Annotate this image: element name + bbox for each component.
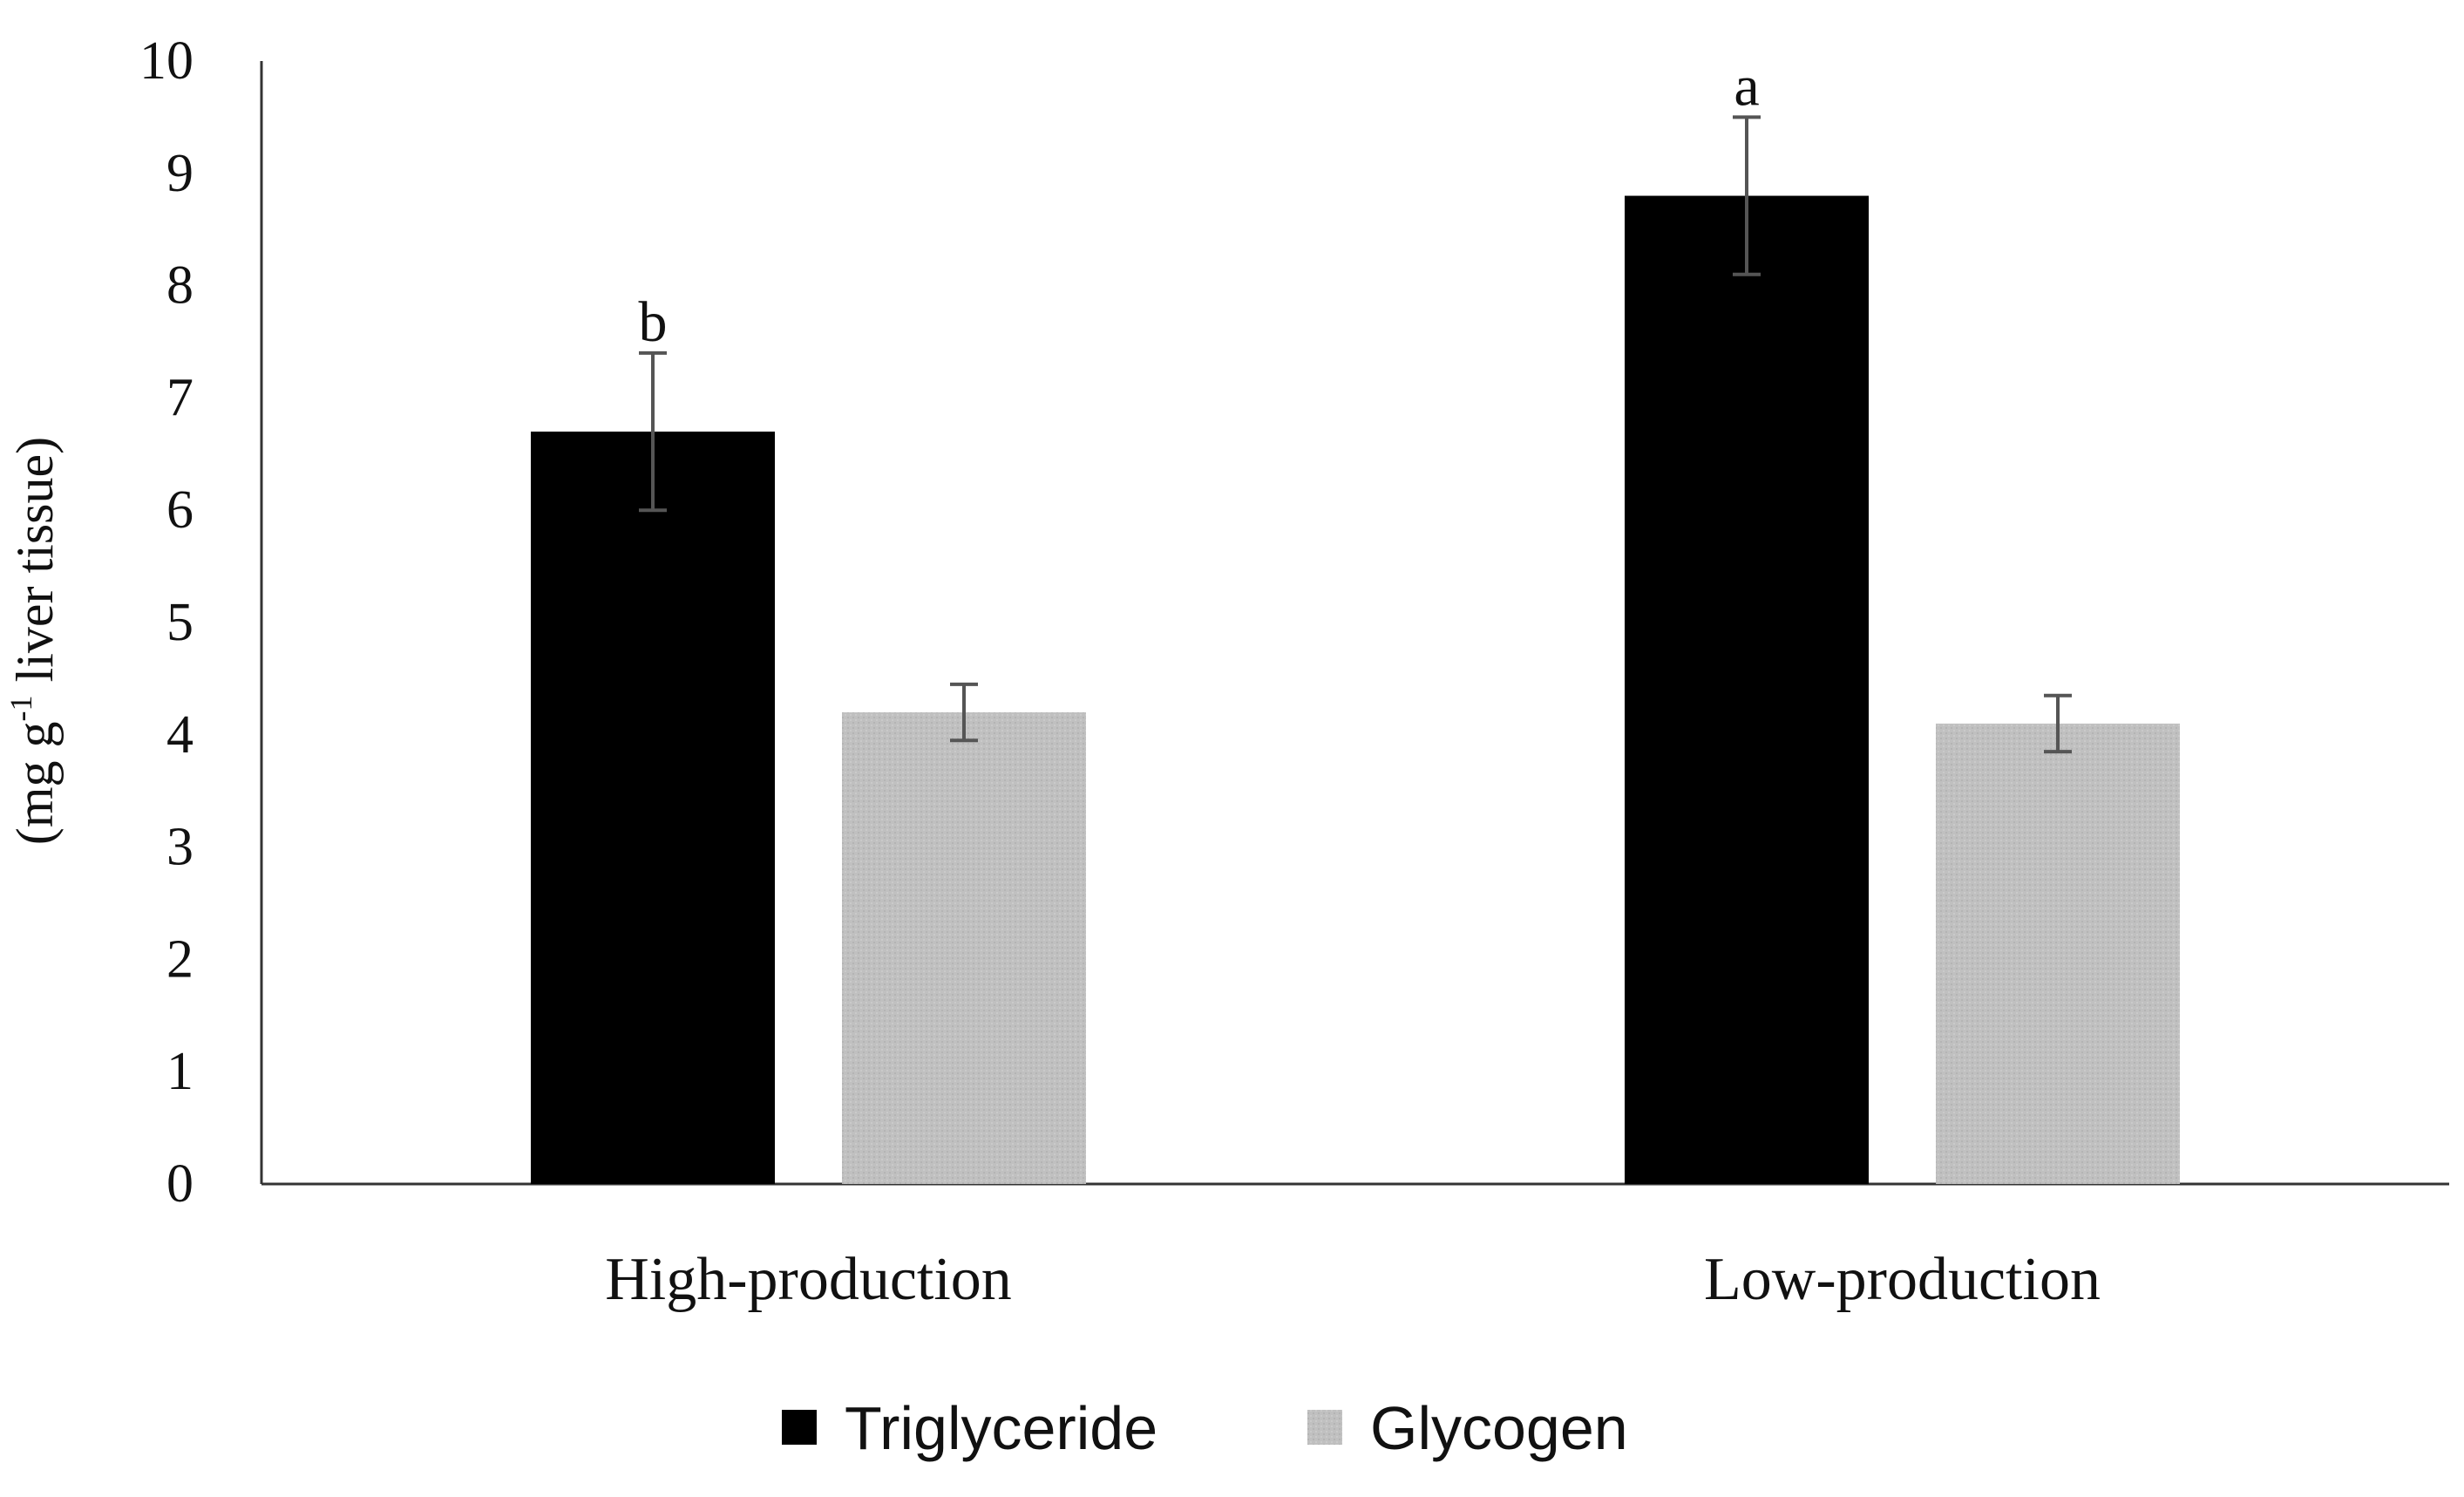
legend: Triglyceride Glycogen bbox=[782, 1394, 1628, 1462]
y-tick-label: 2 bbox=[166, 929, 193, 989]
legend-label-glycogen: Glycogen bbox=[1370, 1394, 1628, 1462]
y-tick-label: 3 bbox=[166, 818, 193, 877]
legend-label-triglyceride: Triglyceride bbox=[845, 1394, 1157, 1462]
y-tick-label: 10 bbox=[139, 31, 193, 91]
y-tick-label: 8 bbox=[166, 256, 193, 316]
y-tick-label: 4 bbox=[166, 705, 193, 765]
significance-label: a bbox=[1734, 54, 1759, 118]
x-tick-label: High-production bbox=[605, 1246, 1012, 1313]
error-bar bbox=[1733, 115, 1761, 276]
bar-glycogen-1 bbox=[1936, 723, 2180, 1184]
y-axis: 0 1 2 3 4 5 6 7 8 9 10 bbox=[139, 31, 263, 1214]
legend-swatch-triglyceride bbox=[782, 1410, 817, 1445]
y-tick-label: 1 bbox=[166, 1042, 193, 1101]
y-tick-label: 5 bbox=[166, 593, 193, 652]
legend-swatch-glycogen bbox=[1307, 1410, 1342, 1445]
x-axis: High-production Low-production bbox=[261, 1182, 2449, 1313]
bar-triglyceride-1 bbox=[1625, 195, 1869, 1184]
y-axis-title-superscript: -1 bbox=[3, 695, 38, 721]
y-tick-label: 9 bbox=[166, 144, 193, 203]
error-bars bbox=[639, 115, 2072, 754]
y-tick-label: 7 bbox=[166, 368, 193, 427]
error-bar bbox=[2044, 693, 2072, 754]
y-axis-title-suffix: liver tissue) bbox=[6, 437, 64, 696]
y-axis-title-prefix: (mg g bbox=[6, 721, 64, 845]
bars bbox=[531, 195, 2180, 1184]
bar-triglyceride-0 bbox=[531, 432, 775, 1184]
y-tick-label: 0 bbox=[166, 1154, 193, 1214]
error-bar bbox=[950, 682, 978, 743]
significance-labels: ba bbox=[639, 54, 1760, 353]
x-tick-label: Low-production bbox=[1704, 1246, 2101, 1313]
significance-label: b bbox=[639, 290, 668, 354]
y-tick-label: 6 bbox=[166, 480, 193, 540]
bar-glycogen-0 bbox=[842, 712, 1086, 1184]
error-bar bbox=[639, 350, 667, 513]
y-axis-title: (mg g-1 liver tissue) bbox=[3, 437, 64, 845]
